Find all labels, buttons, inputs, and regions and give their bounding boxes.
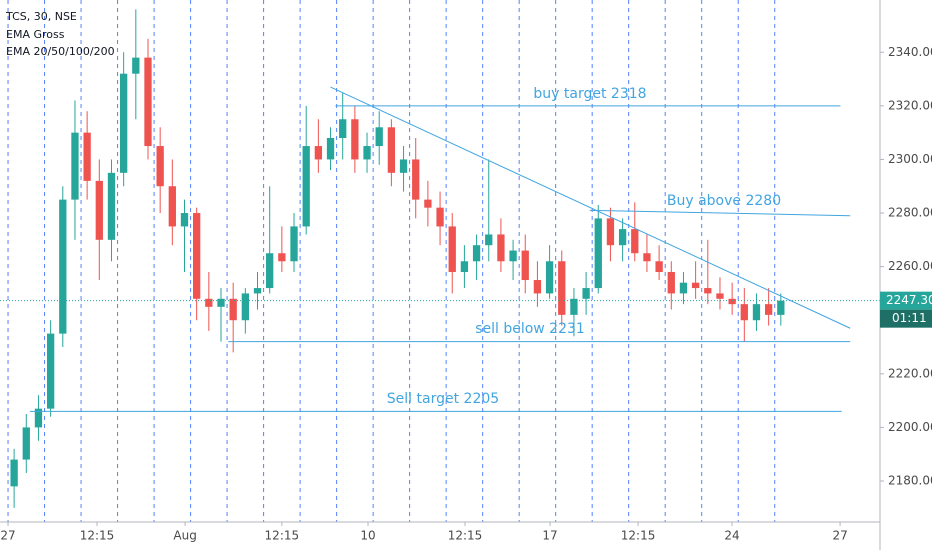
trend-line [330,86,851,329]
annotation-label: buy target 2318 [533,86,646,102]
x-tick-label: 12:15 [80,529,115,543]
candle-body [740,304,748,321]
candle-body [545,261,554,294]
x-tick-label: 27 [0,529,15,543]
candle-body [399,159,408,173]
candle-body [34,408,43,428]
trend-line [589,209,851,217]
x-tick-label: Aug [173,529,196,543]
x-tick-label: 12:15 [621,529,656,543]
candle-body [618,229,627,246]
last-price-box [880,291,932,310]
candle-body [241,293,249,321]
candle-body [716,293,724,299]
candle-body [107,172,116,240]
candle-body [363,146,371,160]
legend-indicator: EMA 20/50/100/200 [6,45,115,58]
candle-body [229,298,237,321]
candle-body [302,146,310,227]
annotation-label: Buy above 2280 [667,193,781,209]
candle-body [752,304,761,321]
candle-body [655,261,663,272]
candle-body [448,226,456,272]
candle-body [266,253,274,289]
candle-body [533,280,542,294]
y-tick-label: 2280.00 [888,206,932,220]
candle-body [485,234,493,246]
candle-body [582,288,590,299]
x-tick-label: 12:15 [448,529,483,543]
candle-body [594,218,602,289]
x-tick-label: 10 [360,529,375,543]
candle-body [253,288,262,294]
candle-body [728,298,736,305]
candle-body [326,138,335,160]
y-tick-label: 2300.00 [888,152,932,166]
plot: buy target 2318 Buy above 2280 sell below … [0,0,880,522]
candle-body [777,300,785,315]
candle-body [558,261,566,315]
candle-body [193,213,201,299]
annotation-label: sell below 2231 [475,321,585,337]
y-tick-label: 2340.00 [888,45,932,59]
candle-body [375,127,383,147]
candle-body [570,298,578,315]
candle-body [205,298,213,307]
last-price-label: 2247.30 [886,293,932,307]
candle-body [631,229,639,254]
candle-body [168,186,176,227]
candle-body [71,132,79,200]
candle-body [679,282,688,294]
candle-body [132,57,140,74]
candle-body [387,127,396,173]
candle-body [412,159,420,200]
x-tick-label: 27 [832,529,847,543]
candle-body [278,253,286,262]
candle-body [83,132,91,181]
candle-body [436,207,444,227]
candle-body [156,146,164,187]
candle-body [460,261,469,272]
x-tick-label: 24 [724,529,739,543]
candle-body [764,304,773,315]
candle-body [217,298,225,307]
candle-body [691,282,700,289]
candle-body [497,234,505,262]
countdown-box [880,309,932,328]
candle-body [22,427,30,460]
y-tick-label: 2180.00 [888,474,932,488]
candle-body [95,180,103,240]
candle-body [59,199,67,334]
y-tick-label: 2200.00 [888,420,932,434]
candle-body [606,218,615,246]
candle-body [290,226,298,262]
y-tick-label: 2220.00 [888,366,932,380]
legend-indicator: EMA Gross [6,28,65,41]
candle-body [667,271,675,294]
candle-body [339,119,347,139]
candle-body [424,199,432,208]
candle-body [509,250,517,262]
candle-body [351,119,359,160]
x-tick-label: 12:15 [265,529,300,543]
candle-body [704,288,712,294]
candle-body [472,245,481,262]
candle-body [46,333,55,409]
candle-body [180,213,189,227]
candle-body [119,73,128,173]
candle-body [643,253,651,262]
legend: TCS, 30, NSE EMA Gross EMA 20/50/100/200 [5,10,115,58]
countdown-label: 01:11 [892,311,927,325]
y-tick-label: 2260.00 [888,259,932,273]
y-tick-label: 2320.00 [888,98,932,112]
candle-body [521,250,529,281]
legend-symbol: TCS, 30, NSE [5,10,77,23]
annotation-label: Sell target 2205 [387,391,499,407]
x-tick-label: 17 [542,529,557,543]
candle-body [144,57,152,147]
candle-body [10,459,18,487]
candle-body [314,146,323,160]
